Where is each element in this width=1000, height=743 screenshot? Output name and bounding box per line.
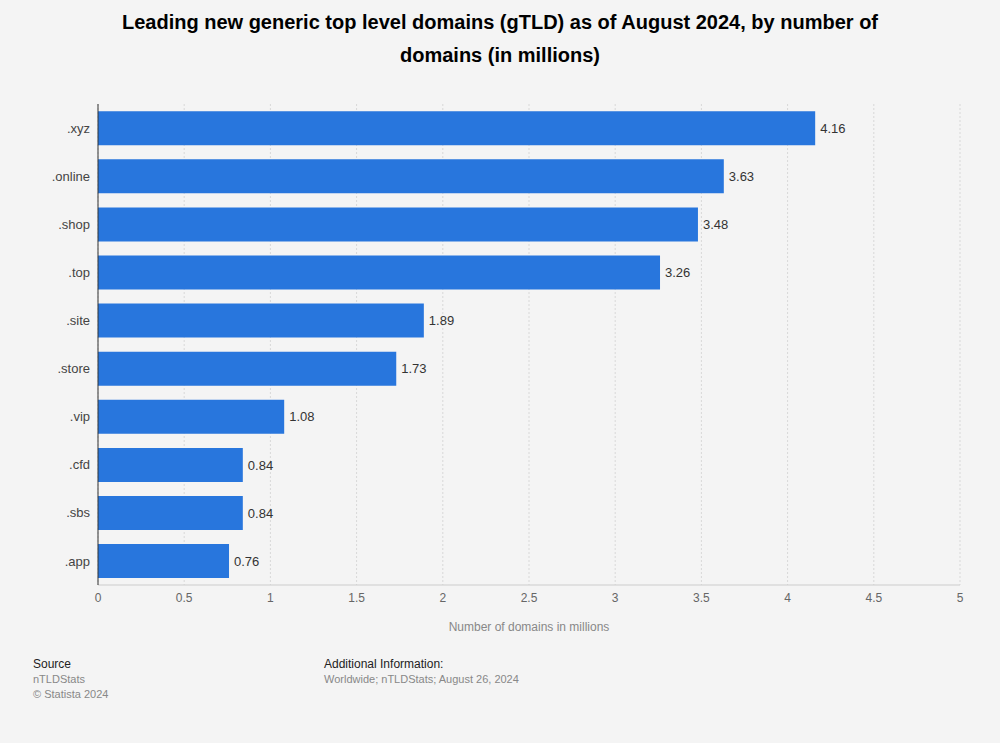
- svg-text:.site: .site: [66, 313, 90, 328]
- html-text:nTLDStats: nTLDStats: [33, 673, 85, 685]
- svg-text:1.73: 1.73: [401, 361, 426, 376]
- svg-text:.sbs: .sbs: [66, 505, 90, 520]
- svg-text:4.5: 4.5: [865, 591, 882, 605]
- html-text:Additional Information:: Additional Information:: [324, 657, 444, 671]
- svg-text:0.84: 0.84: [248, 506, 273, 521]
- svg-text:5: 5: [957, 591, 964, 605]
- svg-text:.online: .online: [52, 169, 90, 184]
- svg-text:3: 3: [612, 591, 619, 605]
- svg-text:.shop: .shop: [58, 217, 90, 232]
- html-text:Leading new generic top level: Leading new generic top level domains (g…: [122, 11, 878, 66]
- svg-text:0.76: 0.76: [234, 554, 259, 569]
- svg-text:.store: .store: [57, 361, 90, 376]
- html-text:Source: Source: [33, 657, 71, 671]
- svg-text:.vip: .vip: [70, 409, 90, 424]
- svg-text:.xyz: .xyz: [67, 121, 90, 136]
- svg-text:0: 0: [95, 591, 102, 605]
- svg-text:.top: .top: [68, 265, 90, 280]
- svg-text:1.5: 1.5: [348, 591, 365, 605]
- svg-text:3.5: 3.5: [693, 591, 710, 605]
- svg-text:Number of domains in millions: Number of domains in millions: [449, 620, 610, 634]
- svg-text:3.26: 3.26: [665, 265, 690, 280]
- svg-text:4: 4: [784, 591, 791, 605]
- svg-text:3.48: 3.48: [703, 217, 728, 232]
- svg-text:0.84: 0.84: [248, 458, 273, 473]
- svg-text:1.08: 1.08: [289, 409, 314, 424]
- svg-text:2: 2: [439, 591, 446, 605]
- svg-text:.cfd: .cfd: [69, 457, 90, 472]
- svg-text:3.63: 3.63: [729, 169, 754, 184]
- svg-text:2.5: 2.5: [521, 591, 538, 605]
- svg-text:0.5: 0.5: [176, 591, 193, 605]
- svg-text:1.89: 1.89: [429, 313, 454, 328]
- svg-text:1: 1: [267, 591, 274, 605]
- html-text:Worldwide; nTLDStats; August 2: Worldwide; nTLDStats; August 26, 2024: [324, 673, 519, 685]
- svg-text:4.16: 4.16: [820, 121, 845, 136]
- svg-text:.app: .app: [65, 554, 90, 569]
- html-text:© Statista 2024: © Statista 2024: [33, 688, 109, 700]
